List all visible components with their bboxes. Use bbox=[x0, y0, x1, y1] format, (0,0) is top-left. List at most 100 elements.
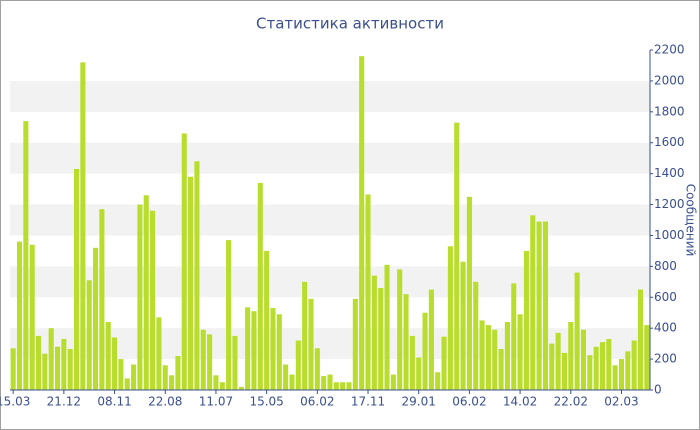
bar bbox=[112, 337, 118, 390]
bar bbox=[568, 322, 574, 390]
bar bbox=[612, 365, 618, 390]
bar bbox=[485, 325, 491, 390]
bar bbox=[264, 250, 270, 390]
bar bbox=[346, 382, 352, 390]
bar bbox=[441, 336, 447, 390]
bar bbox=[308, 298, 314, 390]
bar bbox=[150, 210, 156, 390]
y-tick-label: 200 bbox=[654, 352, 677, 366]
bar bbox=[384, 264, 390, 390]
x-tick-label: 08.11 bbox=[97, 395, 131, 409]
bar bbox=[207, 334, 213, 390]
bar bbox=[257, 182, 263, 390]
x-tick-label: 29.01 bbox=[402, 395, 436, 409]
bar bbox=[29, 244, 35, 390]
bar bbox=[536, 221, 542, 390]
bar bbox=[175, 356, 181, 390]
bar bbox=[365, 194, 371, 390]
bar bbox=[74, 169, 80, 390]
bar bbox=[232, 335, 238, 390]
bar bbox=[511, 283, 517, 390]
bar bbox=[454, 122, 460, 391]
bar bbox=[169, 375, 175, 390]
bar bbox=[359, 56, 365, 390]
x-tick-label: 15.05 bbox=[249, 395, 283, 409]
x-tick-label: 14.02 bbox=[503, 395, 537, 409]
bar bbox=[276, 314, 282, 390]
bar bbox=[10, 348, 16, 390]
y-tick-label: 2000 bbox=[654, 73, 685, 87]
bar bbox=[137, 204, 143, 390]
y-tick-label: 2200 bbox=[654, 43, 685, 57]
bar bbox=[409, 335, 415, 390]
bar bbox=[555, 332, 561, 390]
bar bbox=[378, 288, 384, 390]
bar bbox=[35, 335, 42, 390]
bar bbox=[61, 339, 67, 390]
bar bbox=[226, 240, 232, 390]
y-tick-label: 1800 bbox=[654, 104, 685, 118]
x-tick-label: 17.11 bbox=[351, 395, 385, 409]
bar bbox=[625, 351, 631, 390]
bar bbox=[105, 322, 111, 390]
grid-band bbox=[10, 142, 650, 174]
bar bbox=[162, 365, 168, 390]
bar bbox=[447, 246, 453, 390]
x-tick-label: 22.08 bbox=[148, 395, 182, 409]
y-tick-label: 0 bbox=[654, 383, 662, 397]
bar bbox=[80, 62, 86, 390]
bar bbox=[504, 322, 510, 390]
bar bbox=[16, 241, 23, 390]
bar bbox=[194, 161, 200, 390]
bar bbox=[118, 359, 124, 390]
x-tick-label: 21.12 bbox=[47, 395, 81, 409]
y-tick-label: 1600 bbox=[654, 135, 685, 149]
bar bbox=[637, 289, 644, 390]
bar bbox=[289, 374, 295, 390]
y-tick-label: 800 bbox=[654, 259, 677, 273]
bar bbox=[428, 289, 434, 390]
y-tick-label: 1400 bbox=[654, 166, 685, 180]
bar bbox=[523, 250, 529, 390]
bar bbox=[314, 348, 320, 390]
bar bbox=[213, 375, 219, 390]
bar bbox=[156, 317, 162, 390]
bar bbox=[574, 272, 580, 390]
chart-title: Статистика активности bbox=[256, 15, 444, 33]
y-tick-label: 1000 bbox=[654, 228, 685, 242]
bar bbox=[561, 352, 567, 390]
bar bbox=[631, 340, 637, 390]
bar bbox=[131, 364, 137, 390]
bar bbox=[390, 374, 396, 390]
bar bbox=[517, 314, 523, 390]
bar bbox=[403, 294, 409, 390]
bar bbox=[67, 349, 73, 390]
bar bbox=[479, 320, 485, 390]
bar bbox=[618, 359, 625, 390]
bar bbox=[599, 342, 606, 390]
bar bbox=[340, 382, 346, 390]
bar bbox=[498, 349, 504, 390]
bar bbox=[466, 196, 472, 390]
bar bbox=[93, 247, 99, 390]
bar bbox=[86, 280, 92, 390]
x-tick-label: 22.02 bbox=[554, 395, 588, 409]
y-tick-label: 600 bbox=[654, 290, 677, 304]
bar bbox=[188, 176, 194, 390]
bar bbox=[181, 133, 187, 391]
bar bbox=[48, 328, 54, 390]
bar bbox=[124, 378, 130, 390]
bar bbox=[54, 346, 61, 390]
bar bbox=[416, 357, 422, 390]
bar bbox=[473, 281, 479, 390]
bar bbox=[435, 372, 441, 390]
bar bbox=[270, 308, 276, 390]
bar bbox=[542, 221, 548, 390]
bar bbox=[580, 329, 586, 390]
bar bbox=[333, 382, 339, 390]
bar bbox=[295, 340, 301, 390]
bar bbox=[530, 215, 536, 390]
bar bbox=[644, 325, 650, 390]
x-tick-label: 15.03 bbox=[0, 395, 30, 409]
